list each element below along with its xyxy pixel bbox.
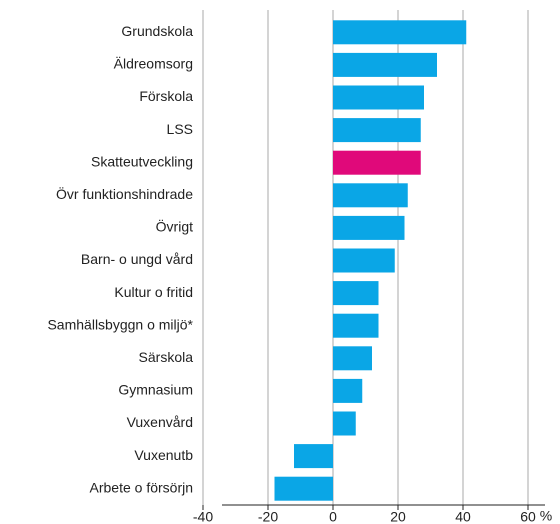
y-tick-label: LSS <box>167 121 193 137</box>
x-tick-label: -20 <box>258 509 278 524</box>
bar <box>333 150 421 175</box>
y-tick-label: Äldreomsorg <box>114 56 193 72</box>
y-tick-label: Arbete o försörjn <box>90 479 194 495</box>
bar <box>333 20 467 45</box>
bar <box>333 411 356 436</box>
bar <box>333 52 437 77</box>
y-tick-label: Vuxenvård <box>127 414 193 430</box>
bar <box>333 215 405 240</box>
y-tick-label: Förskola <box>139 88 193 104</box>
x-tick-label: 40 <box>455 509 471 524</box>
y-tick-label: Grundskola <box>121 23 193 39</box>
bar <box>333 313 379 338</box>
x-unit: % <box>540 508 552 524</box>
x-tick-label: -40 <box>193 509 213 524</box>
x-tick-label: 20 <box>390 509 406 524</box>
bar <box>333 378 363 403</box>
y-tick-label: Vuxenutb <box>134 447 193 463</box>
bar <box>294 444 333 469</box>
bar <box>333 281 379 306</box>
x-tick-label: 60 <box>520 509 536 524</box>
y-tick-label: Barn- o ungd vård <box>81 251 193 267</box>
bar <box>333 118 421 143</box>
bar <box>333 346 372 371</box>
y-tick-label: Övrigt <box>156 218 193 235</box>
y-tick-label: Övr funktionshindrade <box>56 185 193 202</box>
y-tick-label: Kultur o fritid <box>114 284 193 300</box>
bar <box>333 183 408 208</box>
y-tick-label: Skatteutveckling <box>91 153 193 169</box>
bar <box>333 248 395 273</box>
y-tick-label: Särskola <box>139 349 194 365</box>
y-tick-label: Gymnasium <box>118 382 193 398</box>
x-tick-label: 0 <box>329 509 337 524</box>
bar <box>274 476 333 501</box>
y-tick-label: Samhällsbyggn o miljö* <box>47 316 193 332</box>
bar <box>333 85 424 110</box>
